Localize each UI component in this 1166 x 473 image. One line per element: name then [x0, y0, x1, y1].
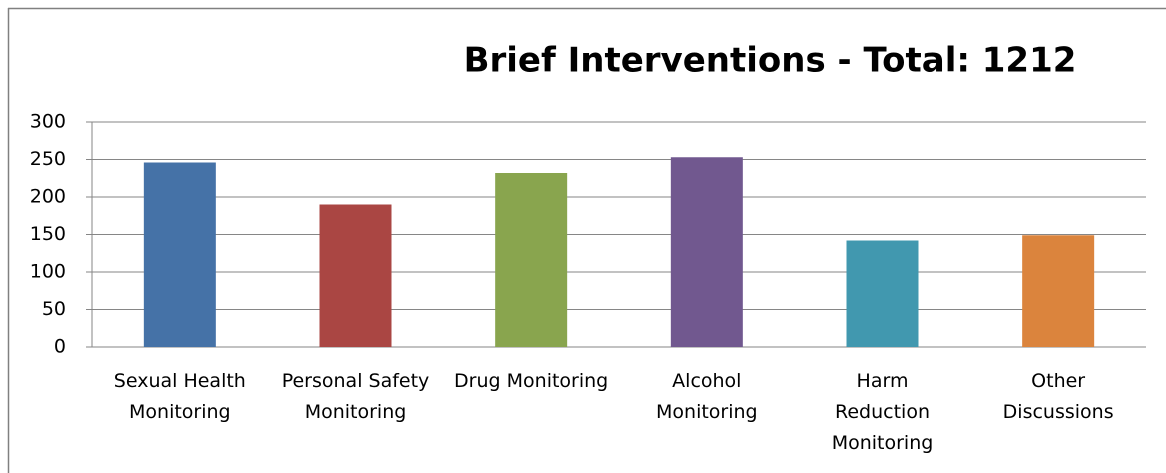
- bar: [495, 173, 568, 347]
- bar: [319, 204, 392, 347]
- x-tick-label: Drug Monitoring: [454, 370, 609, 392]
- y-tick-label: 250: [30, 148, 66, 170]
- x-tick-label: Sexual Health Monitoring: [113, 370, 246, 423]
- bar: [1022, 235, 1095, 347]
- x-tick-label: Harm Reduction Monitoring: [831, 370, 934, 454]
- y-tick-label: 100: [30, 261, 66, 283]
- bar: [143, 162, 216, 347]
- y-tick-label: 150: [30, 223, 66, 245]
- chart-title: Brief Interventions - Total: 1212: [464, 41, 1077, 81]
- bar: [846, 240, 919, 347]
- y-tick-label: 200: [30, 186, 66, 208]
- y-tick-label: 50: [42, 298, 66, 320]
- x-tick-label: Other Discussions: [1002, 370, 1114, 423]
- y-tick-label: 0: [54, 336, 66, 358]
- x-tick-label: Alcohol Monitoring: [656, 370, 758, 423]
- x-tick-label: Personal Safety Monitoring: [281, 370, 430, 423]
- bar: [670, 157, 743, 347]
- y-tick-label: 300: [30, 111, 66, 133]
